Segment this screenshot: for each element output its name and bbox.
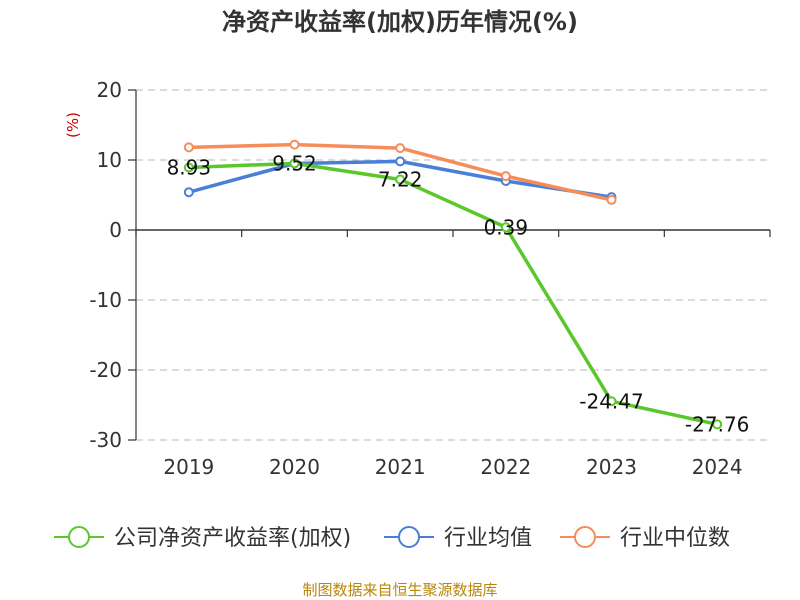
legend-label: 行业中位数: [620, 526, 730, 551]
y-tick-label: 0: [109, 218, 122, 242]
data-point: [500, 171, 511, 182]
legend-swatch-marker: [574, 526, 596, 548]
data-label: 9.52: [272, 151, 317, 175]
x-tick-label: 2022: [480, 455, 531, 479]
series-line: [188, 161, 718, 427]
x-tick-label: 2023: [586, 455, 637, 479]
data-point: [289, 139, 300, 150]
chart-title: 净资产收益率(加权)历年情况(%): [222, 8, 578, 36]
legend-swatch-marker: [398, 526, 420, 548]
data-labels: 8.93 9.52 7.22 0.39 -24.47 -27.76: [167, 151, 750, 436]
source-footer: 制图数据来自恒生聚源数据库: [302, 581, 497, 599]
data-point: [183, 187, 194, 198]
y-tick-label: 10: [97, 148, 122, 172]
legend: 公司净资产收益率(加权) 行业均值 行业中位数: [54, 526, 730, 551]
data-label: 7.22: [378, 167, 423, 191]
data-label: -27.76: [685, 412, 749, 436]
x-tick-label: 2020: [269, 455, 320, 479]
data-label: 8.93: [167, 155, 212, 179]
series-2: [183, 139, 617, 205]
grid-lines: [136, 89, 770, 441]
x-tick-label: 2019: [163, 455, 214, 479]
axes: 20 10 0 -10 -20 -30 2019 2020 2021 2022 2023 2024: [89, 78, 771, 479]
data-point: [500, 222, 511, 233]
legend-label: 公司净资产收益率(加权): [114, 526, 351, 551]
data-point: [183, 142, 194, 153]
data-point: [395, 174, 406, 185]
data-point: [606, 396, 617, 407]
y-tick-label: -30: [89, 428, 122, 452]
y-tick-label: -10: [89, 288, 122, 312]
legend-label: 行业均值: [444, 526, 532, 551]
y-tick-label: -20: [89, 358, 122, 382]
x-tick-label: 2024: [692, 455, 743, 479]
data-point: [395, 156, 406, 167]
data-point: [183, 162, 194, 173]
y-tick-label: 20: [97, 78, 122, 102]
y-axis-label: (%): [64, 112, 82, 138]
legend-item: 行业中位数: [560, 526, 730, 551]
series-0: [183, 158, 723, 430]
data-point: [395, 143, 406, 154]
data-point: [606, 194, 617, 205]
series-layer: [183, 139, 723, 430]
data-label: -24.47: [579, 389, 643, 413]
legend-swatch-marker: [68, 526, 90, 548]
data-point: [289, 158, 300, 169]
x-tick-label: 2021: [375, 455, 426, 479]
legend-item: 行业均值: [384, 526, 532, 551]
data-point: [712, 419, 723, 430]
legend-item: 公司净资产收益率(加权): [54, 526, 351, 551]
data-label: 0.39: [484, 215, 529, 239]
